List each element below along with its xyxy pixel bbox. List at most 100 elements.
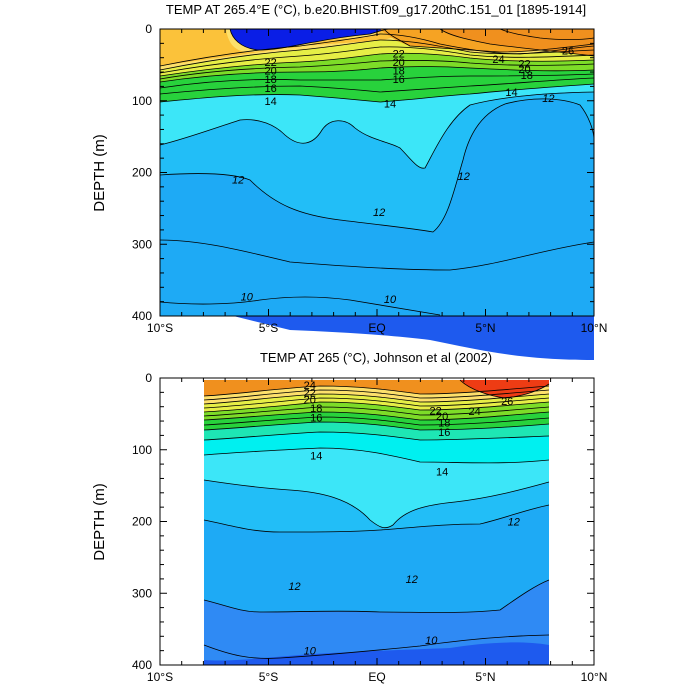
top-panel-ylabel: DEPTH (m) [91, 134, 108, 212]
bottom-band-7 [204, 422, 549, 440]
top-y-tick-label: 200 [132, 166, 152, 180]
bottom-isotherm-21 [203, 397, 550, 409]
bottom-band-3 [204, 505, 549, 613]
top-contour-label-12: 12 [373, 207, 385, 219]
top-contour-label-18: 18 [521, 70, 533, 82]
top-isotherm-13 [159, 91, 595, 169]
top-isotherm-11 [159, 239, 595, 271]
bottom-contour-label-10: 10 [304, 646, 317, 658]
bottom-isotherm-15 [203, 431, 550, 441]
bottom-y-tick-label: 300 [132, 586, 152, 600]
bottom-contour-label-26: 26 [501, 396, 513, 408]
bottom-contour-label-16: 16 [310, 412, 322, 424]
top-y-tick-label: 300 [132, 237, 152, 251]
bottom-x-tick-label: 10°S [147, 670, 173, 684]
top-isotherm-24 [383, 28, 595, 53]
bottom-x-axis: 10°S 5°S EQ 5°N 10°N [147, 378, 607, 684]
top-band-9 [160, 53, 594, 82]
bottom-y-tick-label: 200 [132, 515, 152, 529]
bottom-band-4 [204, 480, 549, 532]
bottom-isotherm-16 [203, 421, 550, 431]
top-contour-label-10: 10 [384, 294, 397, 306]
top-contour-label-22: 22 [265, 57, 277, 69]
bottom-x-tick-label: EQ [368, 670, 385, 684]
top-x-tick-label: 5°N [475, 321, 495, 335]
top-isotherm-12 [159, 98, 595, 233]
top-contour-label-14: 14 [265, 96, 277, 108]
bottom-x-tick-label: 5°N [475, 670, 495, 684]
bottom-contour-label-24: 24 [304, 380, 316, 392]
bottom-isotherm-23 [203, 389, 550, 401]
bottom-contour-label-12: 12 [406, 574, 418, 586]
top-contour-label-22: 22 [518, 58, 530, 70]
bottom-isotherm-11 [203, 579, 550, 613]
bottom-contour-label-24: 24 [469, 406, 481, 418]
top-y-tick-label: 400 [132, 309, 152, 323]
bottom-isotherm-12 [203, 504, 550, 533]
top-contour-label-12: 12 [232, 175, 244, 187]
top-contour-label-12: 12 [458, 171, 470, 183]
bottom-band-6 [204, 432, 549, 463]
top-isotherm-17 [159, 66, 595, 83]
top-band-5 [160, 84, 594, 169]
top-band-3 [160, 98, 594, 316]
bottom-isotherms [203, 379, 550, 659]
top-isotherm-23 [229, 28, 391, 51]
top-isotherm-22 [159, 33, 595, 67]
top-contour-label-20: 20 [518, 64, 530, 76]
bottom-contour-label-14: 14 [310, 450, 322, 462]
top-contour-label-20: 20 [393, 57, 405, 69]
bottom-band-14 [204, 380, 549, 396]
bottom-y-axis: 0 100 200 300 400 [132, 371, 594, 672]
bottom-plot-area [204, 380, 549, 665]
bottom-contour-label-22: 22 [429, 405, 441, 417]
top-isotherm-10 [159, 296, 441, 316]
top-x-tick-label: 10°N [581, 321, 608, 335]
bottom-isotherm-25 [459, 379, 550, 399]
top-y-axis: 0 100 200 300 400 [132, 22, 594, 323]
top-x-axis: 10°S 5°S EQ 5°N 10°N [147, 29, 607, 335]
top-panel-title: TEMP AT 265.4°E (°C), b.e20.BHIST.f09_g1… [166, 2, 586, 17]
top-x-tick-label: 5°S [259, 321, 278, 335]
top-contour-label-16: 16 [393, 74, 405, 86]
bottom-y-tick-label: 0 [145, 371, 152, 385]
top-contour-label-12: 12 [542, 93, 554, 105]
top-isotherm-15 [159, 77, 595, 95]
bottom-panel-title: TEMP AT 265 (°C), Johnson et al (2002) [260, 350, 492, 365]
top-isotherm-19 [159, 52, 595, 77]
bottom-contour-label-18: 18 [438, 417, 450, 429]
top-isotherm-16 [159, 73, 595, 89]
bottom-x-tick-label: 10°N [581, 670, 608, 684]
bottom-isotherm-24 [203, 385, 550, 397]
top-contour-label-10: 10 [241, 292, 254, 304]
bottom-x-tick-label: 5°S [259, 670, 278, 684]
bottom-contour-label-18: 18 [310, 403, 322, 415]
bottom-isotherm-18 [203, 411, 550, 421]
top-isotherms [159, 28, 595, 316]
bottom-band-15 [460, 380, 549, 398]
bottom-band-9 [204, 402, 549, 420]
top-isotherm-25 [439, 28, 595, 57]
top-band-14 [440, 29, 594, 56]
bottom-panel: TEMP AT 265 (°C), Johnson et al (2002) D… [91, 350, 607, 684]
top-y-tick-label: 100 [132, 94, 152, 108]
bottom-isotherm-14 [203, 447, 550, 464]
bottom-band-8 [204, 412, 549, 430]
top-contour-label-20: 20 [265, 66, 277, 78]
bottom-contour-label-14: 14 [436, 466, 448, 478]
top-contour-label-14: 14 [505, 87, 517, 99]
bottom-isotherm-13 [203, 479, 550, 529]
top-contour-label-24: 24 [492, 54, 504, 66]
top-contour-label-26: 26 [562, 46, 574, 58]
top-isotherm-18 [159, 60, 595, 80]
bottom-band-10 [204, 394, 549, 412]
bottom-isotherm-10 [203, 634, 550, 659]
bottom-band-11 [204, 386, 549, 404]
top-isotherm-20 [159, 46, 595, 74]
bottom-y-tick-label: 100 [132, 443, 152, 457]
bottom-band-5 [204, 448, 549, 528]
bottom-y-tick-label: 400 [132, 658, 152, 672]
